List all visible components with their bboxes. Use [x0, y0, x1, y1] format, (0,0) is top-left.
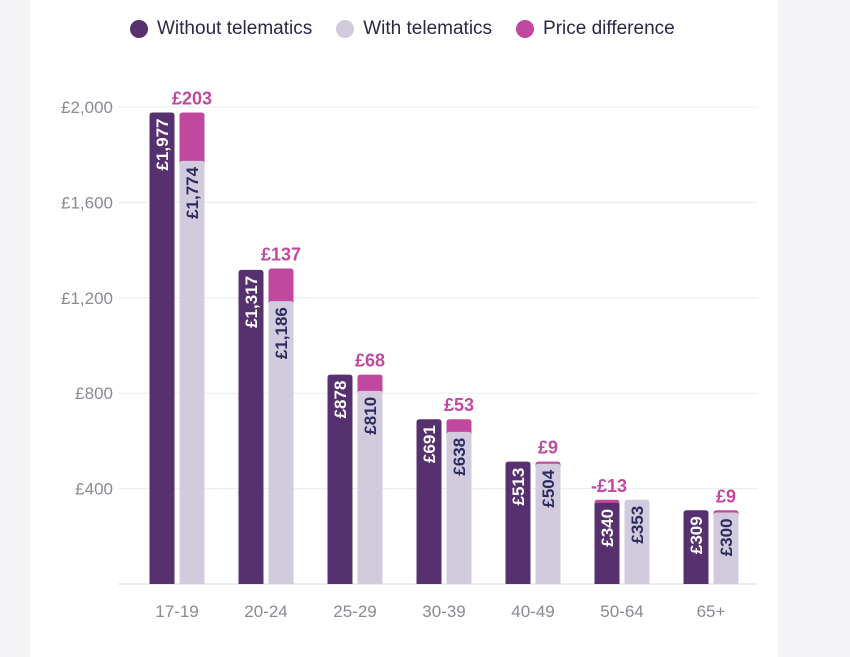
- legend-swatch-without-telematics: [130, 20, 148, 38]
- price-difference-label: £203: [172, 88, 212, 108]
- bar-with-telematics: [535, 463, 561, 584]
- price-difference-label: £53: [444, 395, 474, 415]
- price-difference-label: £9: [538, 438, 558, 458]
- legend-label-price-difference: Price difference: [543, 18, 675, 39]
- x-category-label: 40-49: [511, 602, 554, 621]
- legend-item-without-telematics[interactable]: Without telematics: [130, 18, 312, 40]
- bar-label-with-telematics: £300: [717, 518, 736, 556]
- x-category-label: 65+: [697, 602, 726, 621]
- bar-with-telematics: [624, 499, 650, 584]
- bar-label-with-telematics: £504: [539, 469, 558, 507]
- bar-label-without-telematics: £1,317: [242, 276, 261, 328]
- price-difference-label: £9: [716, 486, 736, 506]
- legend-swatch-price-difference: [516, 20, 535, 38]
- y-tick-label: £1,600: [61, 193, 113, 212]
- x-category-label: 20-24: [244, 602, 287, 621]
- y-tick-label: £2,000: [61, 98, 113, 117]
- bar-without-telematics: [327, 374, 353, 584]
- bar-price-difference: [357, 374, 383, 395]
- bar-without-telematics: [149, 112, 175, 584]
- bar-without-telematics: [505, 461, 531, 584]
- bar-label-with-telematics: £353: [628, 506, 647, 544]
- legend-label-with-telematics: With telematics: [363, 18, 493, 39]
- price-difference-label: -£13: [591, 476, 627, 496]
- x-category-label: 25-29: [333, 602, 376, 621]
- x-category-label: 30-39: [422, 602, 465, 621]
- bar-label-without-telematics: £691: [420, 425, 439, 463]
- bar-label-without-telematics: £340: [598, 509, 617, 547]
- chart-card: Without telematics With telematics Price…: [30, 0, 778, 657]
- y-tick-label: £400: [75, 480, 113, 499]
- bar-label-without-telematics: £1,977: [153, 118, 172, 170]
- bar-with-telematics: [179, 160, 205, 584]
- bar-label-without-telematics: £878: [331, 381, 350, 419]
- legend-label-without-telematics: Without telematics: [157, 18, 313, 39]
- price-difference-label: £137: [261, 244, 301, 264]
- bar-with-telematics: [446, 431, 472, 584]
- bar-label-with-telematics: £1,774: [183, 166, 202, 219]
- bar-chart: £400 £800 £1,200 £1,600 £2,000 £1,977£203 £1,7…: [61, 88, 758, 621]
- bar-without-telematics: [683, 510, 709, 584]
- bar-without-telematics: [238, 269, 264, 584]
- bar-price-difference: [179, 112, 205, 165]
- legend-swatch-with-telematics: [336, 20, 355, 38]
- bar-label-with-telematics: £810: [361, 397, 380, 435]
- y-tick-label: £800: [75, 384, 113, 403]
- bar-label-with-telematics: £638: [450, 438, 469, 476]
- bar-price-difference: [268, 268, 294, 306]
- bar-label-with-telematics: £1,186: [272, 307, 291, 359]
- bar-without-telematics: [416, 419, 442, 584]
- bar-label-without-telematics: £309: [687, 516, 706, 554]
- legend-item-price-difference[interactable]: Price difference: [516, 18, 675, 40]
- bar-with-telematics: [268, 301, 294, 584]
- x-category-label: 17-19: [155, 602, 198, 621]
- y-tick-label: £1,200: [61, 289, 113, 308]
- bar-price-difference: [446, 419, 472, 436]
- legend: Without telematics With telematics Price…: [130, 14, 675, 44]
- bar-with-telematics: [713, 512, 739, 584]
- bar-label-without-telematics: £513: [509, 468, 528, 506]
- legend-item-with-telematics[interactable]: With telematics: [336, 18, 492, 40]
- price-difference-label: £68: [355, 351, 385, 371]
- bar-without-telematics-overlay: [594, 502, 620, 584]
- x-category-label: 50-64: [600, 602, 643, 621]
- bar-with-telematics: [357, 390, 383, 584]
